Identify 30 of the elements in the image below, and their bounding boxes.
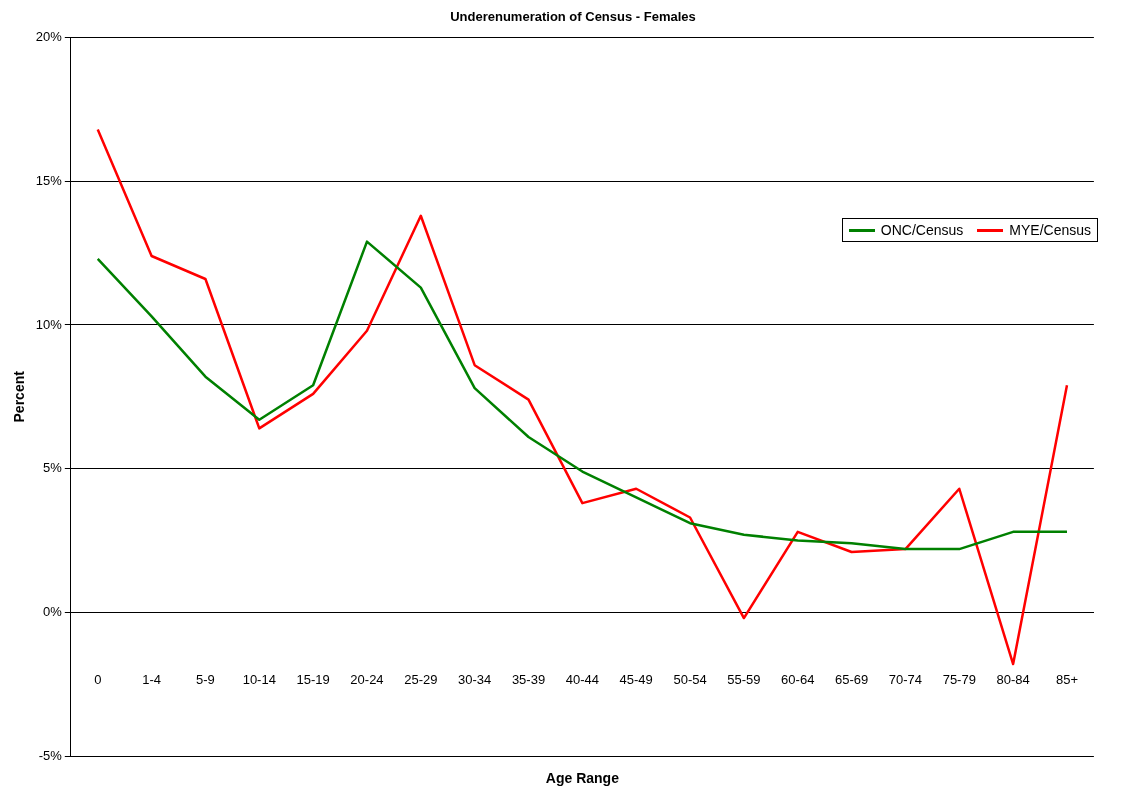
chart-title: Underenumeration of Census - Females bbox=[450, 9, 696, 25]
legend-label: MYE/Census bbox=[1009, 222, 1091, 238]
x-axis-title: Age Range bbox=[545, 769, 620, 786]
x-tick-label: 20-24 bbox=[350, 671, 384, 687]
x-tick-label: 30-34 bbox=[458, 671, 492, 687]
x-tick-label: 75-79 bbox=[942, 671, 976, 687]
x-tick-label: 60-64 bbox=[781, 671, 815, 687]
x-tick-label: 65-69 bbox=[834, 671, 869, 687]
x-tick-label: 85+ bbox=[1055, 671, 1079, 687]
y-tick-label: 5% bbox=[43, 460, 63, 476]
x-tick-label: 35-39 bbox=[511, 671, 546, 687]
x-tick-label: 70-74 bbox=[888, 671, 923, 687]
x-tick-label: 55-59 bbox=[727, 671, 761, 687]
y-tick-label: -5% bbox=[38, 747, 63, 763]
legend-label: ONC/Census bbox=[880, 222, 964, 238]
x-tick-label: 40-44 bbox=[565, 671, 599, 687]
y-axis-title: Percent bbox=[11, 370, 28, 423]
x-tick-label: 15-19 bbox=[296, 671, 330, 687]
x-tick-label: 5-9 bbox=[196, 671, 215, 687]
x-tick-label: 10-14 bbox=[242, 671, 276, 687]
x-tick-label: 80-84 bbox=[996, 671, 1030, 687]
y-tick-label: 15% bbox=[35, 172, 63, 188]
x-tick-label: 0 bbox=[94, 671, 102, 687]
y-tick-label: 0% bbox=[43, 603, 63, 619]
x-tick-label: 50-54 bbox=[673, 671, 707, 687]
x-tick-label: 45-49 bbox=[619, 671, 653, 687]
x-tick-label: 1-4 bbox=[142, 671, 161, 687]
y-tick-label: 10% bbox=[35, 316, 63, 332]
y-tick-label: 20% bbox=[35, 29, 63, 45]
x-tick-label: 25-29 bbox=[404, 671, 438, 687]
